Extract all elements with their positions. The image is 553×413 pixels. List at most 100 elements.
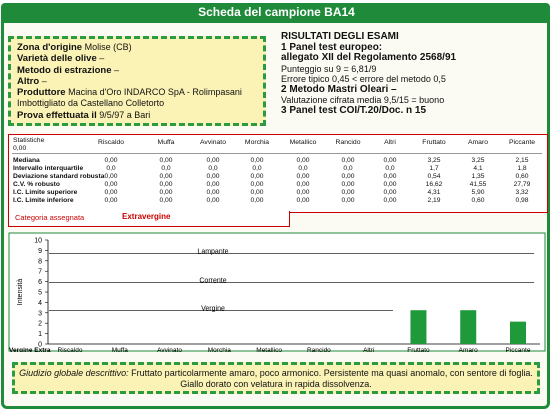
stats-row-label: Mediana xyxy=(13,157,40,164)
metodo-value: – xyxy=(114,64,120,75)
category-label: Categoria assegnata xyxy=(15,213,85,222)
stats-cell: 0,00 xyxy=(383,197,397,204)
stats-cell: 0,0 xyxy=(208,165,218,172)
stats-cell: 0,00 xyxy=(206,173,220,180)
stats-cell: 0,00 xyxy=(104,197,118,204)
y-tick-label: 0 xyxy=(38,342,42,349)
stats-cell: 0,0 xyxy=(298,165,308,172)
stats-cell: 3,32 xyxy=(515,189,529,196)
stats-cell: 0,00 xyxy=(159,157,173,164)
stats-cell: 0,00 xyxy=(296,173,310,180)
altro-row: Altro – xyxy=(17,76,257,87)
stats-cell: 0,00 xyxy=(159,197,173,204)
stats-row-label: I.C. Limite inferiore xyxy=(13,197,74,204)
x-tick-label: Riscaldo xyxy=(58,347,83,352)
stats-cell: 0,00 xyxy=(159,173,173,180)
stats-cell: 0,00 xyxy=(250,197,264,204)
stats-col-header: Altri xyxy=(384,139,396,146)
stats-col-header: Fruttato xyxy=(422,139,446,146)
y-tick-label: 10 xyxy=(34,238,42,245)
intensity-chart: 0 1 2 3 4 5 6 7 8 9 10 Intensità Lampante Corrente Ver… xyxy=(8,232,546,352)
zona-label: Zona d'origine xyxy=(17,42,83,53)
stats-table: Statistiche 0,00 Riscaldo Muffa Avvinato Morc… xyxy=(8,134,548,213)
y-tick-label: 1 xyxy=(38,331,42,338)
stats-cell: 0,00 xyxy=(383,181,397,188)
stats-row-label: C.V. % robusto xyxy=(13,181,60,188)
prova-row: Prova effettuata il 9/5/97 a Bari xyxy=(17,110,257,121)
stats-cell: 0,00 xyxy=(296,157,310,164)
produttore-label: Produttore xyxy=(17,87,66,99)
varieta-row: Varietà delle olive – xyxy=(17,53,257,64)
zona-row: Zona d'origine Molise (CB) xyxy=(17,42,257,53)
altro-label: Altro xyxy=(17,75,40,87)
stats-cell: 0,00 xyxy=(383,157,397,164)
x-tick-label: Fruttato xyxy=(407,347,430,352)
stats-col-header: Piccante xyxy=(508,139,536,146)
page-title: Scheda del campione BA14 xyxy=(198,5,355,19)
x-tick-label: Rancido xyxy=(307,347,331,352)
stats-cell: 0,00 xyxy=(104,189,118,196)
category-box: Categoria assegnata Extravergine xyxy=(8,211,290,227)
stats-cell: 0,60 xyxy=(515,173,529,180)
metodo-label: Metodo di estrazione xyxy=(17,64,112,76)
stats-col-header: Avvinato xyxy=(200,139,226,146)
varieta-value: – xyxy=(99,53,105,64)
y-tick-label: 4 xyxy=(38,300,42,307)
stats-cell: 0,0 xyxy=(385,165,395,172)
results-line-6: Valutazione cifrata media 9,5/15 = buono xyxy=(281,95,445,105)
y-tick-label: 3 xyxy=(38,310,42,317)
x-tick-label: Avvinato xyxy=(157,347,182,352)
category-value: Extravergine xyxy=(122,212,171,221)
stats-cell: 1,7 xyxy=(429,165,439,172)
stats-col-header: Amaro xyxy=(467,139,489,146)
data-bar xyxy=(460,310,477,344)
stats-cell: 3,25 xyxy=(427,157,441,164)
results-line-2: allegato XII del Regolamento 2568/91 xyxy=(281,52,457,63)
zone-label: Lampante xyxy=(197,248,228,255)
x-tick-label: Muffa xyxy=(112,347,129,352)
stats-cell: 0,54 xyxy=(427,173,441,180)
stats-cell: 0,00 xyxy=(250,189,264,196)
stats-col-header: Rancido xyxy=(335,139,361,146)
stats-col-header: Morchia xyxy=(244,139,270,146)
stats-cell: 0,00 xyxy=(383,173,397,180)
stats-cell: 1,8 xyxy=(517,165,527,172)
metodo-row: Metodo di estrazione – xyxy=(17,65,257,76)
stats-cell: 0,00 xyxy=(250,181,264,188)
stats-cell: 0,00 xyxy=(250,157,264,164)
stats-row-label: Intervallo interquartile xyxy=(13,165,84,172)
stats-cell: 0,00 xyxy=(250,173,264,180)
giudizio-text-1: Fruttato particolarmente amaro, poco arm… xyxy=(131,368,533,378)
results-panel: RISULTATI DEGLI ESAMI 1 Panel test europ… xyxy=(281,31,543,116)
stats-cell: 0,00 xyxy=(341,181,355,188)
x-tick-label: Metallico xyxy=(256,347,282,352)
zone-label: Corrente xyxy=(199,278,226,285)
giudizio-box: Giudizio globale descrittivo: Fruttato p… xyxy=(12,362,540,394)
y-tick-label: 5 xyxy=(38,290,42,297)
stats-cell: 0,00 xyxy=(341,189,355,196)
stats-cell: 0,00 xyxy=(296,181,310,188)
stats-cell: 0,00 xyxy=(296,189,310,196)
stats-cell: 0,98 xyxy=(515,197,529,204)
x-tick-label: Amaro xyxy=(459,347,479,352)
stats-cell: 5,90 xyxy=(471,189,485,196)
produttore-value: Macina d'Oro INDARCO SpA - Rolimpasani xyxy=(68,87,242,98)
chart-frame xyxy=(8,232,546,352)
stats-cell: 0,00 xyxy=(341,173,355,180)
stats-row-label: I.C. Limite superiore xyxy=(13,189,78,196)
y-tick-label: 6 xyxy=(38,279,42,286)
results-line-4: Errore tipico 0,45 < errore del metodo 0… xyxy=(281,74,446,84)
stats-cell: 4,31 xyxy=(427,189,441,196)
stats-cell: 0,0 xyxy=(161,165,171,172)
prova-value: 9/5/97 a Bari xyxy=(99,109,151,120)
x-tick-label: Altri xyxy=(363,347,374,352)
data-bar xyxy=(510,321,526,344)
stats-cell: 41,55 xyxy=(469,181,487,188)
stats-cell: 0,00 xyxy=(104,173,118,180)
y-tick-label: 7 xyxy=(38,269,42,276)
y-axis-label: Intensità xyxy=(17,279,24,306)
stats-cell: 0,00 xyxy=(206,189,220,196)
stats-cell: 0,00 xyxy=(206,157,220,164)
stats-cell: 0,00 xyxy=(341,157,355,164)
altro-value: – xyxy=(41,75,47,86)
